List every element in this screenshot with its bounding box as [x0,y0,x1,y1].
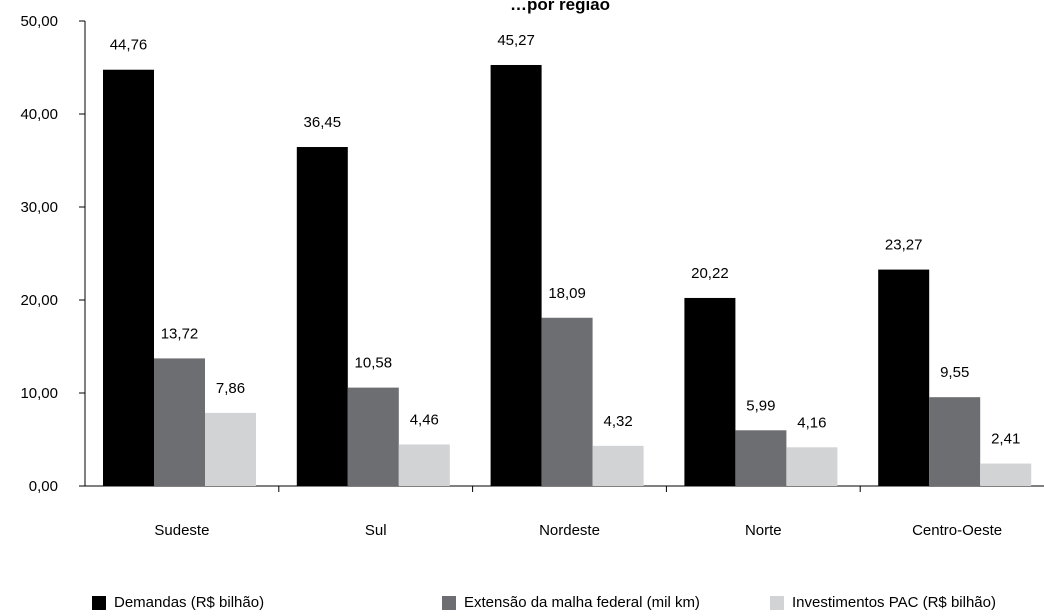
data-label: 4,16 [797,414,826,431]
legend-label-investimentos: Investimentos PAC (R$ bilhão) [792,594,996,611]
bar-investimentos [205,412,256,486]
bar-investimentos [398,444,450,486]
bar-extensão [154,358,205,486]
legend-label-demandas: Demandas (R$ bilhão) [114,594,265,611]
bar-demandas [296,147,348,486]
data-label: 44,76 [110,37,148,54]
x-category-label: Nordeste [539,522,600,539]
bar-demandas [103,69,154,487]
legend-swatch-demandas [92,595,106,610]
legend-swatch-extensao [442,595,456,610]
x-category-label: Sudeste [154,522,209,539]
y-tick-label: 50,00 [20,13,58,30]
y-tick-label: 40,00 [20,106,58,123]
x-category-label: Sul [365,522,387,539]
data-label: 10,58 [355,355,393,372]
data-label: 23,27 [885,237,923,254]
data-label: 45,27 [497,32,535,49]
bar-extensão [347,387,399,486]
bar-extensão [541,317,593,486]
data-label: 13,72 [161,325,199,342]
bar-extensão [735,430,787,486]
bar-investimentos [592,445,644,486]
legend-swatch-investimentos [770,595,784,610]
x-category-label: Norte [745,522,782,539]
legend-item-investimentos: Investimentos PAC (R$ bilhão) [770,594,996,611]
data-label: 2,41 [991,431,1020,448]
data-label: 4,32 [603,413,632,430]
chart-title: …por região [510,0,610,14]
y-tick-label: 30,00 [20,199,58,216]
bar-investimentos [980,463,1032,486]
legend-label-extensao: Extensão da malha federal (mil km) [464,594,700,611]
bar-chart: …por região 0,00 10,00 20,00 30,00 40,00 50,0… [20,0,1044,539]
data-label: 9,55 [940,364,969,381]
legend-item-extensao: Extensão da malha federal (mil km) [442,594,700,611]
data-label: 4,46 [410,412,439,429]
data-label: 18,09 [548,285,586,302]
y-tick-label: 20,00 [20,292,58,309]
data-label: 36,45 [304,114,342,131]
legend: Demandas (R$ bilhão) Extensão da malha f… [0,594,1044,616]
data-label: 5,99 [746,397,775,414]
bar-demandas [684,297,736,486]
bar-demandas [878,269,930,486]
legend-item-demandas: Demandas (R$ bilhão) [92,594,264,611]
data-label: 7,86 [216,380,245,397]
bar-extensão [929,397,981,486]
bar-demandas [490,64,542,486]
data-label: 20,22 [691,265,729,282]
bar-investimentos [786,447,838,486]
x-category-label: Centro-Oeste [912,522,1002,539]
y-tick-label: 10,00 [20,385,58,402]
y-tick-label: 0,00 [29,478,58,495]
